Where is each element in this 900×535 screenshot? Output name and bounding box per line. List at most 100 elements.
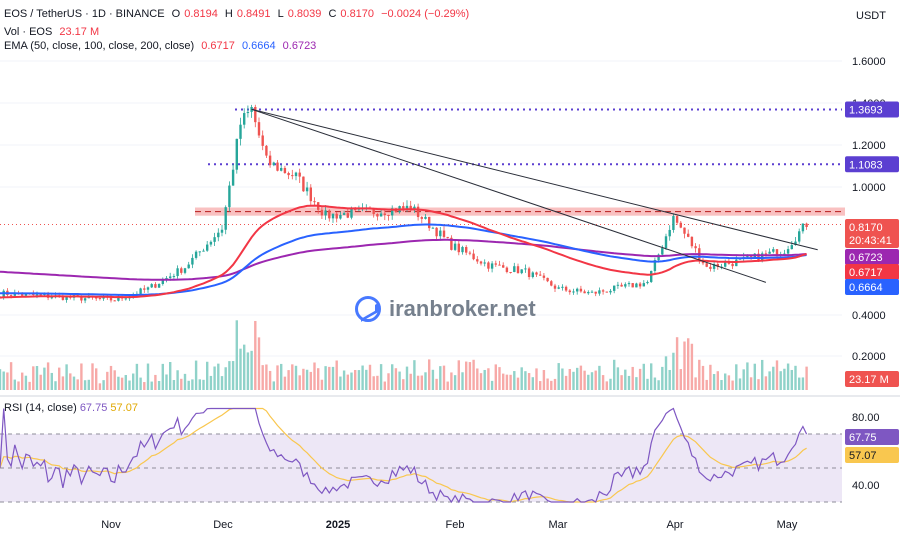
- candle-body: [254, 106, 257, 123]
- volume-bar: [206, 361, 209, 390]
- volume-bar: [357, 370, 361, 390]
- ema100-value: 0.6664: [241, 40, 276, 52]
- candle-body: [291, 175, 294, 177]
- currency-unit[interactable]: USDT: [856, 10, 886, 22]
- volume-bar: [694, 377, 697, 390]
- volume-bar: [291, 364, 294, 390]
- volume-bar: [143, 382, 146, 390]
- candle-body: [487, 262, 490, 269]
- volume-bar: [546, 378, 549, 390]
- volume-bar: [58, 367, 61, 390]
- volume-bar: [594, 370, 597, 390]
- volume-bars: [0, 320, 808, 390]
- candle-body: [539, 274, 542, 276]
- candle-body: [180, 268, 183, 273]
- time-tick-label: May: [777, 519, 798, 531]
- candle-body: [476, 259, 479, 262]
- candle-body: [705, 263, 708, 267]
- volume-bar: [420, 375, 423, 390]
- volume-bar: [616, 367, 620, 390]
- candle-body: [198, 251, 201, 253]
- volume-value: 23.17 M: [59, 26, 100, 38]
- volume-bar: [309, 371, 312, 390]
- volume-bar: [387, 373, 390, 390]
- candle-body: [35, 294, 39, 296]
- time-tick-label: Feb: [446, 519, 465, 531]
- volume-bar: [657, 380, 660, 390]
- volume-bar: [157, 381, 161, 390]
- volume-bar: [428, 359, 431, 390]
- volume-bar: [679, 369, 682, 390]
- rsi-ma-value: 57.07: [110, 402, 138, 414]
- candle-body: [80, 296, 83, 301]
- volume-bar: [202, 379, 205, 390]
- candle-body: [668, 229, 671, 237]
- trendline-2: [251, 108, 767, 283]
- candle-body: [590, 291, 594, 293]
- volume-bar: [442, 365, 446, 390]
- volume-bar: [783, 368, 786, 390]
- volume-bar: [50, 372, 53, 390]
- candle-body: [642, 283, 645, 287]
- symbol-title[interactable]: EOS / TetherUS · 1D · BINANCE: [4, 8, 165, 20]
- volume-bar: [331, 366, 335, 390]
- volume-bar: [209, 375, 213, 390]
- ema50-value: 0.6717: [201, 40, 235, 52]
- volume-bar: [598, 365, 601, 390]
- volume-bar: [494, 364, 497, 390]
- watermark: iranbroker.net: [355, 296, 536, 322]
- volume-bar: [646, 378, 649, 390]
- candle-body: [154, 284, 157, 288]
- volume-bar: [668, 369, 671, 390]
- volume-bar: [365, 369, 368, 390]
- volume-bar: [294, 365, 298, 390]
- volume-bar: [461, 372, 464, 390]
- volume-bar: [627, 375, 631, 390]
- volume-bar: [265, 364, 268, 390]
- candle-body: [527, 268, 531, 278]
- volume-bar: [246, 352, 250, 390]
- candle-body: [653, 260, 657, 271]
- candle-body: [424, 216, 427, 219]
- candle-body: [235, 138, 238, 170]
- volume-bar: [276, 365, 279, 390]
- volume-bar: [772, 366, 775, 390]
- volume-bar: [217, 363, 220, 390]
- volume-bar: [579, 365, 583, 390]
- volume-bar: [609, 378, 612, 390]
- ema-label[interactable]: EMA (50, close, 100, close, 200, close): [4, 40, 195, 52]
- volume-bar: [172, 380, 176, 390]
- volume-text: 23.17 M: [849, 374, 889, 386]
- candle-body: [616, 284, 620, 286]
- candle-body: [139, 288, 142, 294]
- price-tick-label: 1.6000: [852, 56, 886, 68]
- volume-bar: [80, 363, 83, 390]
- volume-bar: [283, 376, 287, 390]
- broker-logo-icon: [355, 296, 381, 322]
- volume-bar: [76, 379, 79, 390]
- rsi-label[interactable]: RSI (14, close): [4, 402, 77, 414]
- candle-body: [98, 297, 102, 299]
- volume-bar: [479, 373, 483, 390]
- volume-bar: [132, 373, 135, 390]
- volume-bar: [113, 370, 116, 390]
- candle-body: [594, 291, 597, 294]
- candle-body: [228, 185, 231, 208]
- volume-bar: [91, 363, 94, 390]
- volume-bar: [801, 377, 805, 390]
- price-tick-label: 1.2000: [852, 140, 886, 152]
- level-high-text: 1.3693: [849, 104, 883, 116]
- candle-body: [553, 285, 557, 289]
- volume-bar: [542, 370, 546, 390]
- volume-bar: [513, 371, 516, 390]
- volume-bar: [509, 374, 512, 390]
- candle-body: [790, 245, 793, 250]
- volume-bar: [753, 363, 756, 390]
- volume-label[interactable]: Vol · EOS: [4, 26, 53, 38]
- candle-body: [320, 209, 324, 216]
- candle-body: [294, 172, 298, 177]
- candle-body: [494, 263, 497, 265]
- volume-bar: [476, 368, 479, 390]
- volume-bar: [150, 381, 153, 390]
